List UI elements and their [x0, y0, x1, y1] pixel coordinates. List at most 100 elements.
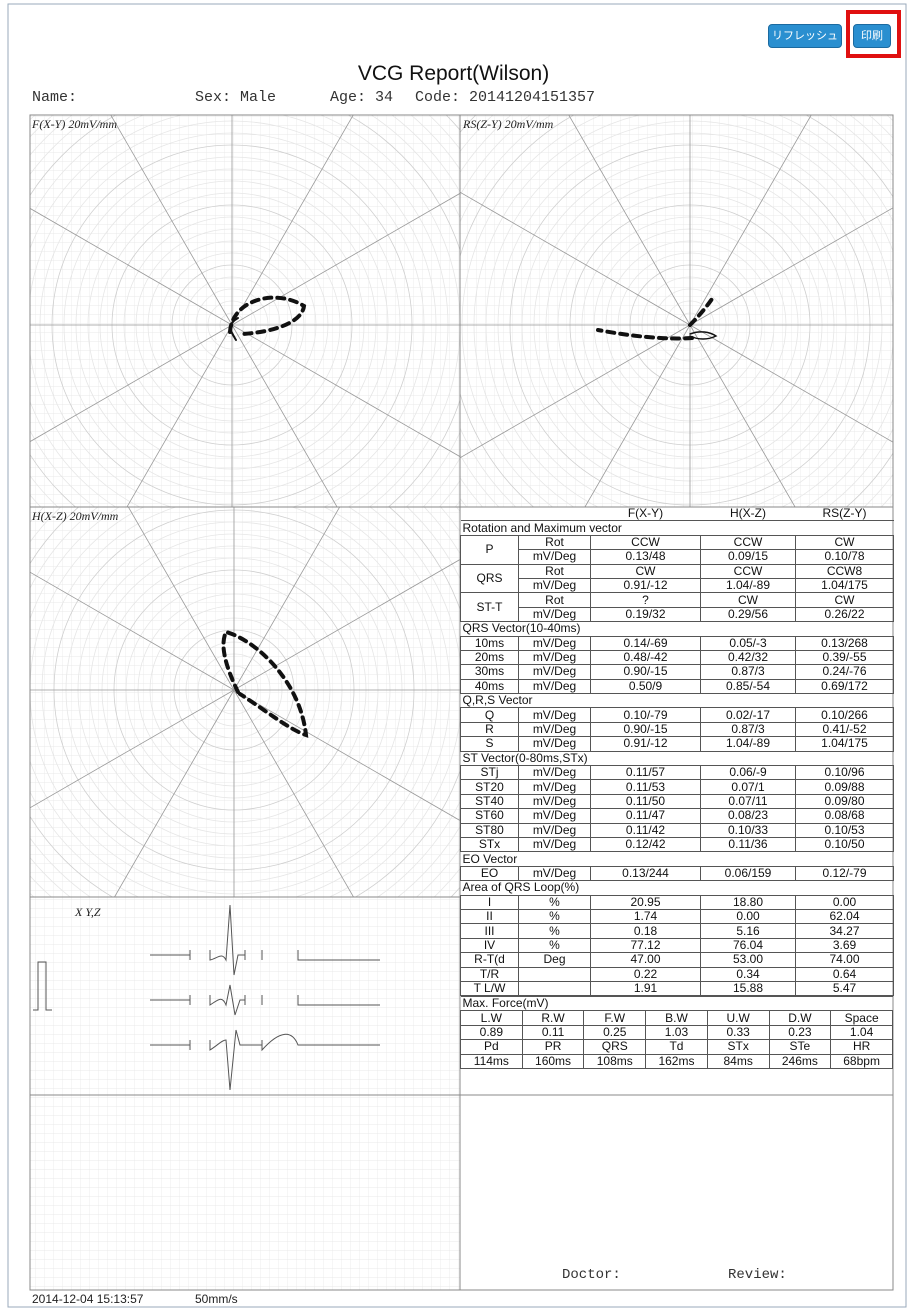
- unit-cell: mV/Deg: [518, 577, 591, 594]
- column-header: HR: [830, 1039, 893, 1055]
- value-cell: 68bpm: [830, 1053, 893, 1069]
- table-row: 114ms 160ms 108ms 162ms 84ms 246ms 68bpm: [460, 1053, 893, 1069]
- section-title: QRS Vector(10-40ms): [460, 621, 894, 637]
- paper-speed: 50mm/s: [195, 1292, 238, 1306]
- value-cell: 0.06/159: [700, 865, 796, 882]
- table-row: Area of QRS Loop(%): [460, 880, 894, 896]
- unit-cell: [518, 980, 591, 997]
- review-label: Review:: [728, 1267, 787, 1283]
- column-header: L.W: [460, 1010, 523, 1026]
- value-cell: 0.19/32: [590, 606, 701, 623]
- polar-ray: [30, 207, 233, 326]
- value-cell: 0.11/50: [590, 793, 701, 810]
- value-cell: CW: [795, 534, 894, 551]
- table-row: T L/W 1.91 15.88 5.47: [460, 980, 894, 997]
- unit-cell: mV/Deg: [518, 765, 591, 781]
- polar-ray: [233, 689, 354, 897]
- vcg-loops: [221, 294, 718, 738]
- table-row: Pd PR QRS Td STx STe HR: [460, 1039, 893, 1055]
- row-label: STx: [460, 836, 519, 853]
- value-cell: 0.91/-12: [590, 736, 701, 752]
- unit-cell: mV/Deg: [518, 635, 591, 651]
- unit-cell: Rot: [518, 534, 591, 551]
- polar-ray: [233, 507, 341, 691]
- value-cell: 0.05/-3: [700, 635, 796, 651]
- value-cell: 1.04/175: [795, 577, 894, 594]
- value-cell: 0.09/88: [795, 779, 894, 795]
- unit-cell: %: [518, 894, 591, 910]
- value-cell: CW: [590, 563, 701, 579]
- polar-ray: [114, 689, 235, 897]
- value-cell: 84ms: [706, 1053, 770, 1069]
- value-cell: 0.18: [590, 923, 701, 939]
- row-label: 40ms: [460, 678, 519, 695]
- column-header: D.W: [768, 1010, 832, 1026]
- doctor-label: Doctor:: [562, 1267, 621, 1283]
- polar-ray: [231, 324, 338, 507]
- row-label: R-T(d: [460, 952, 519, 968]
- table-row: EO Vector: [460, 851, 894, 867]
- table-row: ST Vector(0-80ms,STx): [460, 750, 894, 767]
- unit-cell: mV/Deg: [518, 664, 591, 680]
- table-row: R-T(d Deg 47.00 53.00 74.00: [460, 952, 894, 968]
- print-button[interactable]: 印刷: [853, 24, 891, 48]
- section-title: Rotation and Maximum vector: [460, 520, 894, 536]
- table-row: T/R 0.22 0.34 0.64: [460, 966, 894, 982]
- panel-label: F(X-Y) 20mV/mm: [32, 117, 117, 131]
- column-header: STe: [768, 1039, 832, 1055]
- polar-ray: [689, 115, 812, 326]
- section-title: ST Vector(0-80ms,STx): [460, 750, 894, 767]
- value-cell: 0.24/-76: [795, 664, 894, 680]
- value-cell: 0.10/266: [795, 707, 894, 723]
- rszy-loop: [596, 294, 716, 341]
- polar-ray: [568, 115, 691, 326]
- value-cell: 0.00: [700, 908, 796, 925]
- value-cell: 0.11/53: [590, 779, 701, 795]
- section-title: Area of QRS Loop(%): [460, 880, 894, 896]
- value-cell: 0.12/42: [590, 836, 701, 853]
- column-header: F.W: [583, 1010, 647, 1026]
- row-label: III: [460, 923, 519, 939]
- table-row: II% 1.74 0.00 62.04: [460, 908, 894, 925]
- value-cell: 0.11/42: [590, 822, 701, 838]
- value-cell: 0.12/-79: [795, 865, 894, 882]
- table-row: STj mV/Deg 0.11/57 0.06/-9 0.10/96: [460, 765, 894, 781]
- value-cell: 0.22: [590, 966, 701, 982]
- vector-table: F(X-Y) H(X-Z) RS(Z-Y) Rotation and Maximum …: [460, 507, 894, 997]
- polar-ray: [126, 324, 233, 507]
- table-row: Max. Force(mV): [460, 995, 893, 1012]
- value-cell: 77.12: [590, 937, 701, 954]
- unit-cell: Rot: [518, 563, 591, 579]
- value-cell: 0.87/3: [700, 721, 796, 738]
- column-header: B.W: [645, 1010, 708, 1026]
- refresh-button[interactable]: リフレッシュ: [768, 24, 842, 48]
- column-header: STx: [706, 1039, 770, 1055]
- value-cell: 0.13/48: [590, 549, 701, 565]
- table-row: mV/Deg 0.13/48 0.09/15 0.10/78: [461, 549, 894, 565]
- table-row: STx mV/Deg 0.12/42 0.11/36 0.10/50: [460, 836, 894, 853]
- value-cell: 74.00: [795, 952, 894, 968]
- table-row: Rotation and Maximum vector: [460, 520, 894, 536]
- value-cell: 20.95: [590, 894, 701, 910]
- value-cell: 5.47: [795, 980, 894, 997]
- ecg-y: [150, 984, 380, 1016]
- polar-ray: [689, 324, 893, 443]
- value-cell: 0.10/50: [795, 836, 894, 853]
- value-cell: 108ms: [583, 1053, 647, 1069]
- value-cell: 1.74: [590, 908, 701, 925]
- polar-ray: [30, 689, 235, 809]
- polar-ray: [460, 191, 691, 326]
- table-row: III% 0.18 5.16 34.27: [460, 923, 894, 939]
- value-cell: 0.11/36: [700, 836, 796, 853]
- value-cell: 0.91/-12: [590, 577, 701, 594]
- value-cell: 47.00: [590, 952, 701, 968]
- polar-ray: [233, 689, 460, 821]
- page-frame: [7, 3, 907, 1308]
- unit-cell: Deg: [518, 952, 591, 968]
- row-label: 10ms: [460, 635, 519, 651]
- row-label: QRS: [460, 563, 519, 594]
- value-cell: 0.09/80: [795, 793, 894, 810]
- table-row: 0.89 0.11 0.25 1.03 0.33 0.23 1.04: [460, 1024, 893, 1041]
